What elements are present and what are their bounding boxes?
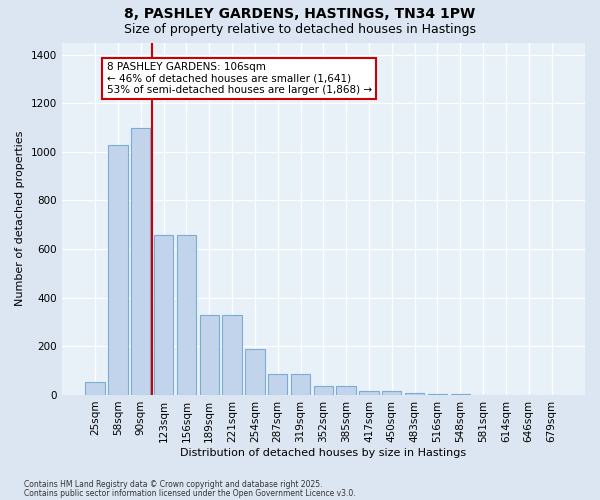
Bar [405,392,424,395]
Bar [108,144,128,395]
Text: 8 PASHLEY GARDENS: 106sqm
← 46% of detached houses are smaller (1,641)
53% of se: 8 PASHLEY GARDENS: 106sqm ← 46% of detac… [107,62,371,95]
Bar [223,314,242,395]
Bar [85,382,105,395]
Bar [291,374,310,395]
Bar [131,128,151,395]
Bar [337,386,356,395]
Bar [382,392,401,395]
Y-axis label: Number of detached properties: Number of detached properties [15,131,25,306]
X-axis label: Distribution of detached houses by size in Hastings: Distribution of detached houses by size … [180,448,466,458]
Text: 8, PASHLEY GARDENS, HASTINGS, TN34 1PW: 8, PASHLEY GARDENS, HASTINGS, TN34 1PW [124,8,476,22]
Bar [359,392,379,395]
Bar [177,234,196,395]
Bar [200,314,219,395]
Text: Contains public sector information licensed under the Open Government Licence v3: Contains public sector information licen… [24,489,356,498]
Bar [268,374,287,395]
Bar [428,394,447,395]
Bar [245,349,265,395]
Bar [314,386,333,395]
Text: Size of property relative to detached houses in Hastings: Size of property relative to detached ho… [124,22,476,36]
Bar [154,234,173,395]
Bar [451,394,470,395]
Text: Contains HM Land Registry data © Crown copyright and database right 2025.: Contains HM Land Registry data © Crown c… [24,480,323,489]
